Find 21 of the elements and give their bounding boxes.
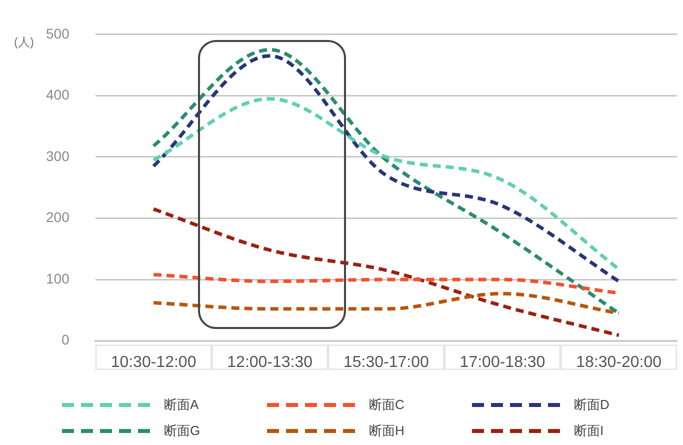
legend-label: 断面H xyxy=(369,422,404,440)
x-tick-label: 15:30-17:00 xyxy=(343,354,429,371)
legend-label: 断面I xyxy=(574,422,604,440)
y-tick-label: 500 xyxy=(46,25,70,42)
line-series xyxy=(152,96,621,271)
x-tick-label: 10:30-12:00 xyxy=(110,354,196,371)
x-tick-label: 12:00-13:30 xyxy=(227,354,313,371)
x-tick-label: 18:30-20:00 xyxy=(576,354,662,371)
legend-label: 断面C xyxy=(369,396,404,414)
legend-label: 断面G xyxy=(164,422,200,440)
legend-label: 断面D xyxy=(574,396,610,414)
x-tick-label: 17:00-18:30 xyxy=(460,354,546,371)
y-tick-label: 400 xyxy=(46,86,70,103)
line-series xyxy=(152,292,621,315)
line-series xyxy=(152,207,621,338)
y-tick-label: 300 xyxy=(46,148,70,164)
legend-label: 断面A xyxy=(164,396,199,414)
y-tick-label: 200 xyxy=(46,209,70,226)
y-axis-title: (人) xyxy=(14,34,34,51)
y-tick-label: 100 xyxy=(46,270,70,286)
y-tick-label: 0 xyxy=(62,332,70,348)
